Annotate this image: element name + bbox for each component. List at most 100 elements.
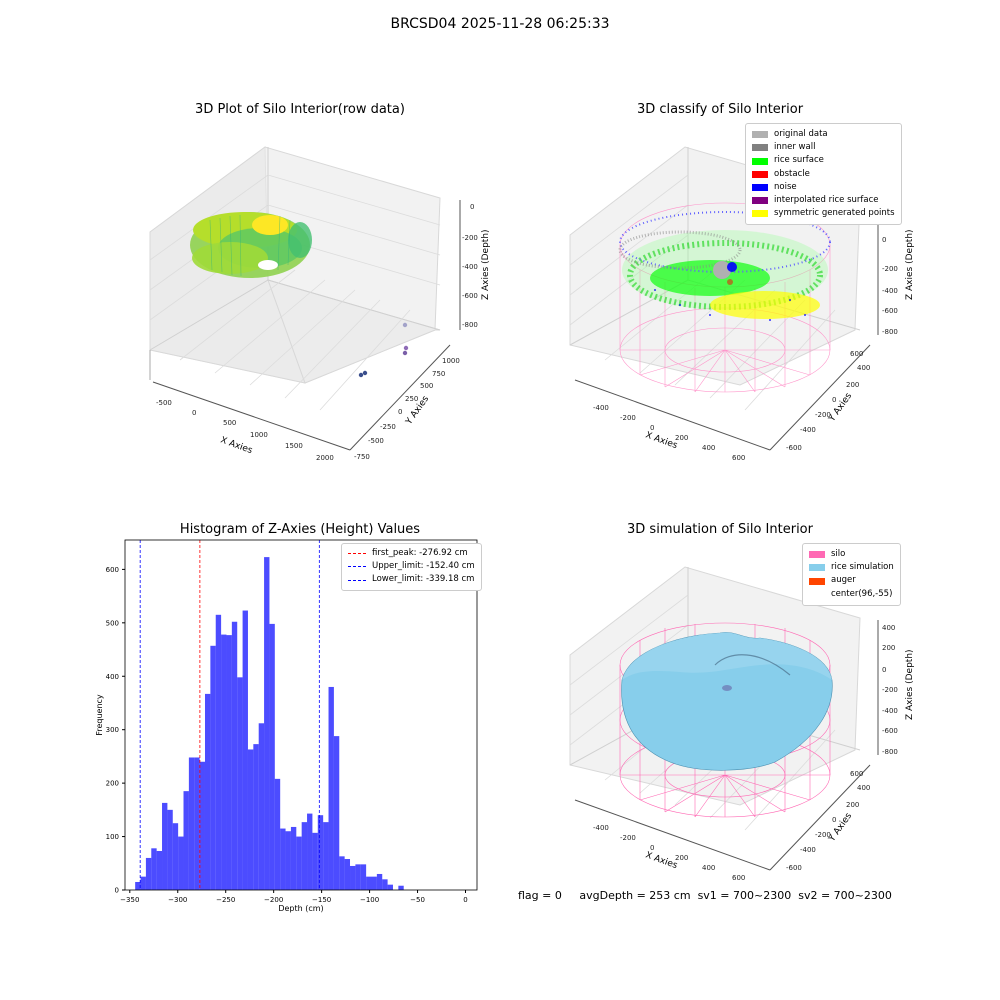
x-tick: 400 bbox=[702, 864, 715, 872]
y-tick-label: 400 bbox=[106, 673, 119, 681]
x-tick-label: −250 bbox=[216, 896, 235, 904]
legend-line bbox=[348, 579, 366, 581]
legend-swatch bbox=[809, 591, 825, 598]
z-axis-label: Z Axies (Depth) bbox=[905, 229, 915, 300]
x-tick: 200 bbox=[675, 854, 688, 862]
simulation-legend: silo rice simulation auger center(96,-55… bbox=[802, 543, 901, 606]
legend-label: obstacle bbox=[774, 168, 810, 179]
y-tick: -750 bbox=[354, 453, 370, 461]
histogram-bar bbox=[269, 623, 275, 890]
legend-entry: center(96,-55) bbox=[809, 588, 894, 601]
histogram-bar bbox=[140, 876, 146, 890]
legend-entry: rice surface bbox=[752, 154, 895, 167]
histogram-bars bbox=[135, 557, 404, 890]
raw-plot-title: 3D Plot of Silo Interior(row data) bbox=[195, 102, 405, 117]
x-tick: -200 bbox=[620, 414, 636, 422]
rice-simulation-surface bbox=[621, 632, 833, 771]
legend-label: center(96,-55) bbox=[831, 588, 893, 599]
z-tick: 400 bbox=[882, 624, 895, 632]
classify-point-cloud bbox=[618, 211, 831, 321]
figure-title: BRCSD04 2025-11-28 06:25:33 bbox=[390, 16, 610, 32]
legend-entry: auger bbox=[809, 574, 894, 587]
legend-swatch bbox=[752, 210, 768, 218]
legend-swatch bbox=[809, 564, 825, 572]
y-tick-label: 300 bbox=[106, 726, 119, 734]
y-tick: 600 bbox=[850, 770, 863, 778]
histogram-bar bbox=[301, 822, 308, 890]
histogram-bar bbox=[371, 876, 377, 890]
legend-entry: Lower_limit: -339.18 cm bbox=[348, 573, 475, 586]
histogram-bar bbox=[382, 879, 388, 890]
histogram-bar bbox=[221, 634, 227, 890]
x-tick: -400 bbox=[593, 824, 609, 832]
legend-label: Upper_limit: -152.40 cm bbox=[372, 561, 475, 572]
status-footer: flag = 0 avgDepth = 253 cm sv1 = 700~230… bbox=[518, 889, 892, 902]
histogram-bar bbox=[151, 848, 157, 890]
y-tick-label: 500 bbox=[106, 619, 119, 627]
legend-entry: symmetric generated points bbox=[752, 207, 895, 220]
histogram-y-ticks: 0 100 200 300 400 500 600 bbox=[106, 566, 125, 895]
x-tick: -500 bbox=[156, 399, 172, 407]
histogram-frame bbox=[124, 539, 478, 891]
z-tick: -800 bbox=[462, 321, 478, 329]
x-axis-label: X Axies bbox=[644, 850, 679, 871]
histogram-bar bbox=[194, 757, 200, 890]
z-tick: -400 bbox=[462, 263, 478, 271]
histogram-bar bbox=[231, 621, 238, 890]
y-tick: 0 bbox=[832, 396, 836, 404]
histogram-bar bbox=[350, 865, 356, 890]
histogram-bar bbox=[178, 836, 184, 890]
x-tick-label: −350 bbox=[120, 896, 139, 904]
z-tick: 200 bbox=[882, 644, 895, 652]
histogram-bar bbox=[333, 736, 340, 890]
y-tick: -400 bbox=[800, 426, 816, 434]
y-tick: 600 bbox=[850, 350, 863, 358]
legend-label: inner wall bbox=[774, 142, 816, 153]
histogram-bar bbox=[253, 744, 259, 890]
histogram-bar bbox=[344, 859, 351, 890]
legend-entry: Upper_limit: -152.40 cm bbox=[348, 560, 475, 573]
legend-label: noise bbox=[774, 181, 797, 192]
histogram-title: Histogram of Z-Axies (Height) Values bbox=[179, 522, 421, 537]
x-tick: 0 bbox=[650, 844, 654, 852]
x-tick: 0 bbox=[650, 424, 654, 432]
raw-outlier-points bbox=[358, 322, 409, 378]
z-tick: -400 bbox=[882, 287, 898, 295]
legend-label: silo bbox=[831, 549, 846, 559]
histogram-bar bbox=[398, 885, 404, 890]
y-tick: 750 bbox=[432, 370, 445, 378]
z-axis-label: Z Axies (Depth) bbox=[905, 649, 915, 720]
histogram-bar bbox=[387, 884, 393, 890]
legend-label: original data bbox=[774, 129, 828, 139]
legend-swatch bbox=[809, 551, 825, 559]
classify-legend: original data inner wall rice surface ob… bbox=[745, 123, 902, 226]
histogram-bar bbox=[285, 831, 291, 890]
histogram-bar bbox=[376, 873, 383, 890]
histogram-bar bbox=[296, 836, 302, 890]
y-tick: -500 bbox=[368, 437, 384, 445]
raw-3d-plot: -500 0 500 1000 1500 2000 -750 -500 -250… bbox=[149, 146, 491, 462]
y-tick: -600 bbox=[786, 864, 802, 872]
y-tick: -200 bbox=[815, 831, 831, 839]
histogram-bar bbox=[167, 809, 173, 890]
x-tick: 600 bbox=[732, 874, 745, 882]
histogram-bar bbox=[199, 761, 205, 890]
histogram-bar bbox=[323, 822, 329, 890]
x-tick: 500 bbox=[223, 419, 236, 427]
legend-swatch bbox=[752, 183, 768, 191]
z-tick: 0 bbox=[882, 666, 886, 674]
legend-swatch bbox=[752, 131, 768, 139]
y-tick: 200 bbox=[846, 801, 859, 809]
y-tick: 400 bbox=[857, 364, 870, 372]
histogram-bar bbox=[237, 677, 243, 890]
legend-entry: inner wall bbox=[752, 141, 895, 154]
z-tick: -600 bbox=[462, 292, 478, 300]
legend-label: rice simulation bbox=[831, 562, 894, 573]
y-axis-label: Y Axies bbox=[827, 811, 855, 844]
legend-line bbox=[348, 566, 366, 568]
y-tick-label: 0 bbox=[115, 887, 119, 895]
y-tick-label: 200 bbox=[106, 780, 119, 788]
legend-swatch bbox=[752, 157, 768, 165]
legend-swatch bbox=[752, 170, 768, 178]
legend-label: auger bbox=[831, 575, 856, 586]
